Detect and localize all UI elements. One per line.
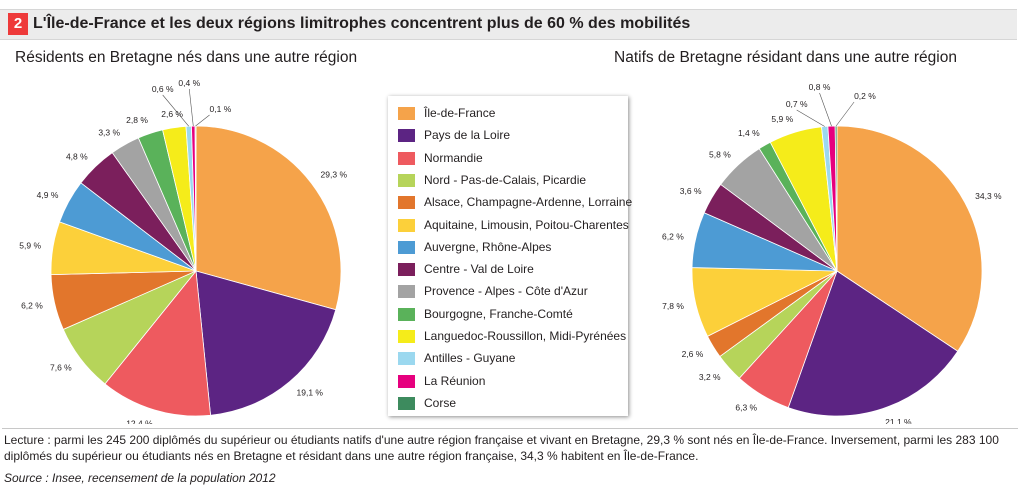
pie-chart-left: 29,3 % 19,1 % 12,4 % 7,6 % 6,2 % 5,9 % 4,9 % 4,…: [19, 78, 348, 424]
legend-label: Pays de la Loire: [424, 128, 511, 143]
legend-swatch: [398, 218, 415, 232]
source-note: Source : Insee, recensement de la popula…: [4, 471, 276, 485]
legend-swatch: [398, 285, 415, 299]
legend-label: Nord - Pas-de-Calais, Picardie: [424, 172, 587, 187]
legend-label: Corse: [424, 395, 457, 410]
slice-label: 0,2 %: [854, 91, 876, 101]
legend-swatch: [398, 151, 415, 165]
pie-chart-right: 34,3 % 21,1 % 6,3 % 3,2 % 2,6 % 7,8 % 6,2 % 3,6…: [662, 82, 1002, 424]
slice-label: 3,3 %: [98, 127, 120, 137]
reading-note: Lecture : parmi les 245 200 diplômés du …: [4, 433, 999, 463]
legend: Île-de-France Pays de la Loire Normandie No…: [388, 96, 632, 416]
slice-label: 29,3 %: [321, 170, 348, 180]
slice-label: 6,2 %: [662, 232, 684, 242]
slice-label: 2,8 %: [126, 115, 148, 125]
figure-title: L'Île-de-France et les deux régions limi…: [33, 15, 691, 32]
legend-swatch: [398, 352, 415, 366]
slice-label: 0,6 %: [152, 84, 174, 94]
legend-swatch: [398, 129, 415, 143]
figure-header: 2 L'Île-de-France et les deux régions li…: [0, 9, 1017, 40]
slice-label: 5,8 %: [709, 149, 731, 159]
pie-slice: [834, 125, 838, 272]
legend-label: Languedoc-Roussillon, Midi-Pyrénées: [424, 329, 627, 343]
legend-label: La Réunion: [424, 373, 486, 388]
legend-label: Normandie: [424, 150, 483, 165]
legend-label: Alsace, Champagne-Ardenne, Lorraine: [424, 195, 633, 210]
legend-label: Aquitaine, Limousin, Poitou-Charentes: [424, 217, 629, 232]
slice-label: 7,6 %: [50, 363, 72, 373]
leader-line: [188, 88, 194, 127]
slice-label: 19,1 %: [297, 388, 324, 398]
slice-label: 12,4 %: [126, 418, 153, 424]
legend-swatch: [398, 307, 415, 321]
legend-swatch: [398, 173, 415, 187]
chart-title-right: Natifs de Bretagne résidant dans une aut…: [614, 49, 957, 66]
legend-swatch: [398, 330, 415, 343]
legend-swatch: [398, 396, 415, 410]
slice-label: 6,2 %: [21, 301, 43, 311]
slice-label: 0,1 %: [210, 104, 232, 114]
pie-slice: [787, 270, 959, 417]
legend-swatch: [398, 196, 415, 210]
pie-slice: [195, 125, 342, 311]
leader-line: [162, 94, 189, 127]
legend-label: Bourgogne, Franche-Comté: [424, 306, 573, 321]
slice-label: 0,4 %: [178, 78, 200, 88]
slice-label: 34,3 %: [975, 191, 1002, 201]
leader-line: [819, 92, 832, 127]
slice-label: 0,7 %: [786, 99, 808, 109]
leader-line: [796, 109, 825, 127]
slice-label: 0,8 %: [809, 82, 831, 92]
slice-label: 1,4 %: [738, 128, 760, 138]
slice-label: 2,6 %: [161, 109, 183, 119]
legend-label: Centre - Val de Loire: [424, 262, 534, 277]
legend-swatch: [398, 107, 415, 120]
legend-label: Auvergne, Rhône-Alpes: [424, 239, 552, 254]
legend-swatch: [398, 263, 415, 277]
legend-label: Provence - Alpes - Côte d'Azur: [424, 284, 588, 299]
slice-label: 5,9 %: [19, 241, 41, 251]
leader-line: [835, 101, 855, 127]
pie-slice: [195, 270, 337, 416]
figure-number-badge: 2: [8, 13, 28, 35]
chart-title-left: Résidents en Bretagne nés dans une autre…: [15, 49, 358, 66]
slice-label: 3,6 %: [680, 186, 702, 196]
leader-line: [195, 114, 210, 127]
slice-label: 7,8 %: [662, 301, 684, 311]
slice-label: 3,2 %: [699, 372, 721, 382]
slice-label: 5,9 %: [771, 114, 793, 124]
legend-swatch: [398, 374, 415, 388]
legend-swatch: [398, 240, 415, 254]
divider: [2, 428, 1018, 429]
slice-label: 21,1 %: [885, 417, 912, 424]
legend-label: Antilles - Guyane: [424, 351, 516, 366]
slice-label: 4,9 %: [37, 190, 59, 200]
slice-label: 2,6 %: [682, 349, 704, 359]
slice-label: 4,8 %: [66, 151, 88, 161]
slice-label: 6,3 %: [735, 402, 757, 412]
pie-slice: [104, 269, 211, 417]
legend-label: Île-de-France: [424, 106, 496, 120]
